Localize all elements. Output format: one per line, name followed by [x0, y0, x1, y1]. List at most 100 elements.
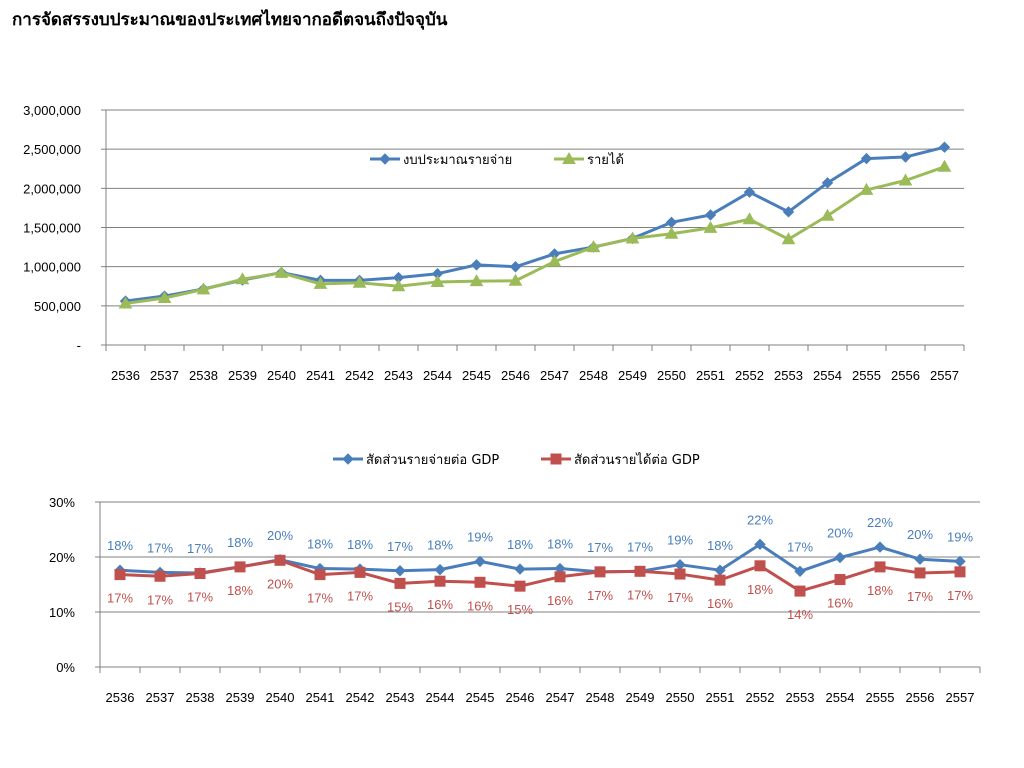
y-tick-label: -	[77, 338, 81, 353]
data-point	[394, 565, 406, 577]
data-point	[859, 182, 874, 195]
data-point	[514, 580, 526, 592]
x-tick-label: 2553	[774, 368, 803, 383]
x-tick-label: 2540	[266, 690, 295, 705]
data-point	[474, 555, 486, 568]
series-2	[118, 159, 952, 309]
legend-marker	[342, 453, 354, 465]
x-tick-label: 2554	[813, 368, 842, 383]
data-point	[938, 141, 951, 153]
data-label: 16%	[467, 598, 493, 613]
data-label: 17%	[587, 588, 613, 603]
data-point	[782, 206, 795, 218]
data-label: 18%	[307, 537, 333, 552]
x-tick-label: 2543	[386, 690, 415, 705]
x-tick-label: 2546	[501, 368, 530, 383]
legend-item: สัดส่วนรายจ่ายต่อ GDP	[333, 453, 499, 468]
data-point	[703, 220, 718, 233]
x-tick-label: 2547	[546, 690, 575, 705]
data-label: 16%	[427, 597, 453, 612]
data-label: 17%	[187, 541, 213, 556]
y-tick-label: 1,000,000	[23, 260, 81, 275]
data-label: 18%	[107, 538, 133, 553]
data-point	[554, 571, 566, 583]
data-label: 17%	[107, 591, 133, 606]
data-point	[821, 177, 834, 189]
x-tick-label: 2552	[746, 690, 775, 705]
data-point	[704, 209, 717, 221]
data-point	[547, 254, 562, 267]
data-label: 20%	[267, 528, 293, 543]
data-point	[914, 553, 926, 565]
x-tick-label: 2545	[466, 690, 495, 705]
data-point	[625, 231, 640, 244]
x-tick-label: 2543	[384, 368, 413, 383]
budget-revenue-chart: - 500,000 1,000,000 1,500,000 2,000,000 2,500…	[23, 103, 965, 383]
data-label: 17%	[187, 590, 213, 605]
x-tick-label: 2556	[891, 368, 920, 383]
data-point	[234, 561, 246, 573]
series-2: 17% 17% 17% 18% 20% 17% 17% 15% 16% 16% 15% 16% 17% 1…	[107, 554, 973, 622]
data-point	[665, 216, 678, 229]
data-label: 20%	[827, 526, 853, 541]
data-point	[196, 282, 211, 295]
data-point	[674, 568, 686, 580]
x-tick-label: 2544	[423, 368, 452, 383]
data-label: 18%	[547, 537, 573, 552]
data-label: 18%	[427, 538, 453, 553]
data-label: 17%	[667, 590, 693, 605]
x-tick-label: 2536	[106, 690, 135, 705]
legend-marker	[562, 151, 576, 164]
data-point	[874, 541, 886, 553]
legend-item: รายได้	[554, 151, 624, 168]
x-tick-label: 2551	[696, 368, 725, 383]
data-point	[314, 569, 326, 581]
series-line	[125, 165, 945, 305]
data-label: 17%	[307, 591, 333, 606]
data-point	[874, 561, 886, 573]
data-point	[742, 212, 757, 225]
x-tick-label: 2549	[626, 690, 655, 705]
legend-label: สัดส่วนรายได้ต่อ GDP	[574, 452, 700, 468]
data-point	[586, 240, 601, 253]
data-label: 18%	[347, 537, 373, 552]
x-tick-label: 2537	[150, 368, 179, 383]
x-tick-label: 2556	[906, 690, 935, 705]
x-tick-label: 2544	[426, 690, 455, 705]
data-label: 20%	[267, 576, 293, 591]
data-label: 16%	[827, 596, 853, 611]
data-point	[914, 567, 926, 579]
data-label: 14%	[787, 607, 813, 622]
data-label: 19%	[467, 529, 493, 544]
data-point	[714, 574, 726, 586]
data-point	[509, 261, 522, 273]
data-label: 18%	[747, 582, 773, 597]
data-point	[391, 279, 406, 292]
data-label: 22%	[867, 515, 893, 530]
data-point	[937, 159, 952, 172]
data-point	[352, 275, 367, 288]
data-point	[235, 272, 250, 285]
y-tick-label: 500,000	[34, 299, 81, 314]
x-tick-label: 2553	[786, 690, 815, 705]
data-point	[508, 273, 523, 286]
page-title: การจัดสรรงบประมาณของประเทศไทยจากอดีตจนถึ…	[12, 10, 448, 30]
y-tick-label: 1,500,000	[23, 221, 81, 236]
x-tick-label: 2552	[735, 368, 764, 383]
x-tick-label: 2538	[186, 690, 215, 705]
data-label: 17%	[147, 592, 173, 607]
data-point	[313, 276, 328, 289]
data-label: 19%	[947, 529, 973, 544]
data-label: 17%	[627, 539, 653, 554]
legend-label: รายได้	[587, 152, 624, 168]
gdp-ratio-chart: 0% 10% 20% 30% 2536 2537 2538 2539 2540 2541 2542 2…	[49, 452, 981, 705]
x-tick-label: 2547	[540, 368, 569, 383]
data-point	[794, 565, 806, 578]
data-label: 17%	[147, 540, 173, 555]
data-point	[514, 563, 526, 575]
data-label: 20%	[907, 527, 933, 542]
data-label: 17%	[387, 539, 413, 554]
x-tick-label: 2537	[146, 690, 175, 705]
data-point	[474, 576, 486, 588]
